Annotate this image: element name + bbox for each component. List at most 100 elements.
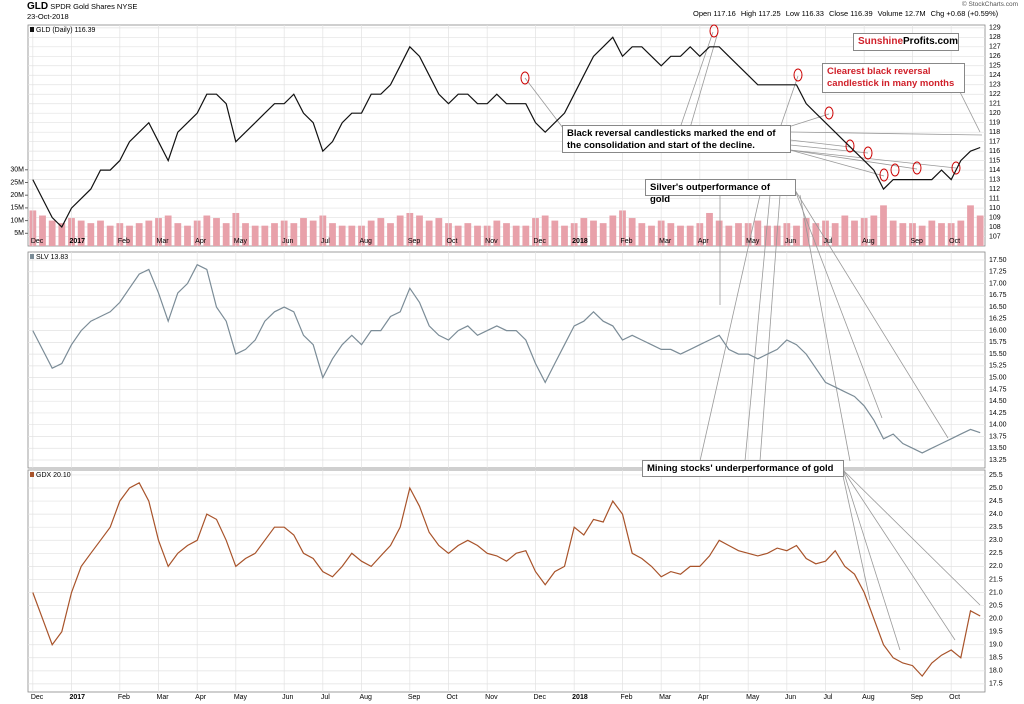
quote-item: High 117.25 [740,9,781,18]
volume-bar [590,220,597,246]
x-tick-label: Apr [698,694,710,701]
volume-bar [899,223,907,246]
y-tick-label: 13.50 [989,445,1007,452]
x-tick-label: May [746,694,760,701]
x-tick-label: Dec [31,694,44,701]
volume-bar [735,223,742,246]
quote-item: Low 116.33 [785,9,824,18]
y-tick-label: 14.25 [989,410,1007,417]
y-tick-label: 107 [989,233,1001,240]
y-tick-label: 17.25 [989,269,1007,276]
price-line [32,263,981,454]
y-tick-label: 14.00 [989,422,1007,429]
x-tick-label: Jun [282,238,293,245]
x-tick-label: Jul [824,238,833,245]
volume-bar [851,220,858,246]
quote-item: Open 117.16 [693,9,736,18]
y-tick-label: 113 [989,176,1000,183]
x-tick-label: Sep [911,238,924,245]
y-tick-label: 19.0 [989,642,1003,649]
annotation: Black reversal candlesticks marked the e… [562,125,791,153]
volume-bar [928,220,936,246]
volume-bar [764,225,771,246]
volume-bar [831,223,839,246]
x-tick-label: Jul [321,238,330,245]
x-tick-label: Jul [321,694,330,701]
y2-tick-label: 10M [10,217,24,224]
volume-bar [474,225,481,246]
volume-bar [976,215,984,246]
y-tick-label: 21.5 [989,576,1003,583]
volume-bar [251,225,259,246]
legend-entry: GLD (Daily) 116.39 [36,27,96,34]
x-tick-label: Feb [621,238,633,245]
x-tick-label: Mar [659,694,672,701]
volume-bar [164,215,172,246]
y2-tick-label: 25M [10,179,24,186]
y-tick-label: 17.50 [989,257,1007,264]
volume-bar [667,223,675,246]
volume-bar [967,205,974,246]
x-tick-label: Oct [447,238,458,245]
x-tick-label: May [746,238,760,245]
volume-bar [812,223,820,246]
volume-bar [889,220,897,246]
y-tick-label: 121 [989,101,1001,108]
volume-bar [348,225,356,246]
volume-bar [638,223,646,246]
x-tick-label: Nov [485,694,498,701]
x-tick-label: Sep [911,694,924,701]
x-tick-label: Aug [862,238,875,245]
y-tick-label: 119 [989,120,1000,127]
y-tick-label: 17.5 [989,681,1003,688]
volume-bar [145,220,153,246]
panel-frame [27,251,986,469]
quote: Open 117.16 High 117.25 Low 116.33 Close 11… [693,9,1003,18]
security-name: SPDR Gold Shares NYSE [50,2,138,11]
header: GLD SPDR Gold Shares NYSE [27,1,137,12]
y-tick-label: 110 [989,205,1000,212]
volume-bar [841,215,849,246]
y-tick-label: 16.25 [989,316,1007,323]
x-tick-label: Apr [195,238,207,245]
volume-bar [203,215,211,246]
y-tick-label: 15.00 [989,374,1007,381]
volume-bar [367,220,375,246]
volume-bar [271,223,278,246]
x-tick-label: Jul [824,694,833,701]
y-tick-label: 24.0 [989,511,1003,518]
annotation: Clearest black reversal candlestick in m… [822,63,965,93]
volume-bar [174,223,182,246]
y-tick-label: 115 [989,157,1000,164]
y-tick-label: 16.75 [989,292,1007,299]
x-tick-label: Apr [698,238,710,245]
volume-bar [493,220,501,246]
volume-bar [793,225,800,246]
volume-bar [126,225,133,246]
volume-bar [686,225,694,246]
y-tick-label: 117 [989,139,1000,146]
x-tick-label: Feb [621,694,633,701]
volume-bar [599,223,607,246]
y2-tick-label: 20M [10,192,24,199]
volume-bar [541,215,549,246]
x-tick-label: Feb [118,694,130,701]
volume-bar [242,223,249,246]
x-tick-label: May [234,694,248,701]
quote-item: Chg +0.68 (+0.59%) [930,9,999,18]
volume-bar [309,220,317,246]
x-tick-label: Mar [157,238,170,245]
y-tick-label: 109 [989,214,1001,221]
volume-bar [677,225,684,246]
volume-bar [261,225,269,246]
y-tick-label: 16.50 [989,304,1007,311]
volume-bar [396,215,404,246]
volume-bar [918,225,926,246]
legend-entry: GDX 20.10 [36,472,71,479]
volume-bar [522,225,530,246]
x-tick-label: Sep [408,694,421,701]
volume-bar [377,218,385,246]
legend-swatch [30,254,34,259]
